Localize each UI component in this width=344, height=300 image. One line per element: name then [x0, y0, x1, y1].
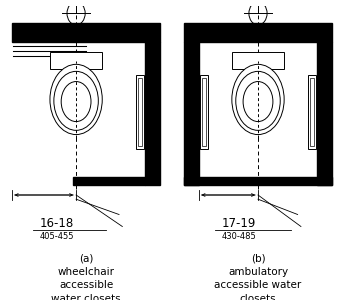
Text: 405-455: 405-455	[40, 232, 74, 241]
Bar	[73, 177, 146, 184]
Text: 17-19: 17-19	[222, 217, 256, 230]
Text: (a)
wheelchair
accessible
water closets: (a) wheelchair accessible water closets	[51, 253, 121, 300]
Bar	[146, 42, 160, 184]
Bar	[50, 52, 102, 69]
Bar	[184, 23, 332, 42]
Text: 430-485: 430-485	[222, 232, 256, 241]
Bar	[12, 23, 160, 42]
Bar	[232, 52, 284, 69]
Ellipse shape	[232, 64, 284, 135]
Ellipse shape	[236, 71, 280, 130]
Text: 16-18: 16-18	[40, 217, 74, 230]
Bar	[184, 42, 198, 184]
Ellipse shape	[54, 71, 98, 130]
Bar	[184, 177, 332, 184]
Ellipse shape	[50, 64, 102, 135]
Ellipse shape	[243, 82, 273, 122]
Bar	[136, 75, 144, 149]
Bar	[202, 78, 206, 146]
Bar	[200, 75, 208, 149]
Bar	[318, 42, 332, 184]
Ellipse shape	[61, 82, 91, 122]
Bar	[310, 78, 314, 146]
Bar	[308, 75, 316, 149]
Bar	[138, 78, 142, 146]
Text: (b)
ambulatory
accessible water
closets: (b) ambulatory accessible water closets	[214, 253, 302, 300]
